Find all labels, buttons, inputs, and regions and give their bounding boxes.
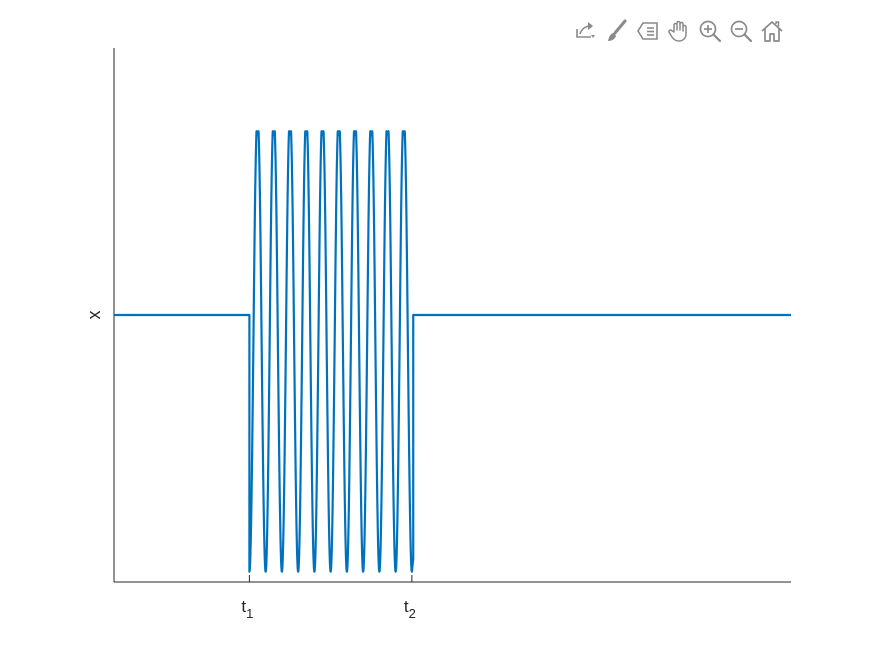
zoom-out-icon [730,20,753,43]
zoom-in-icon [699,20,722,43]
datatip-button[interactable] [634,17,662,45]
zoom-in-button[interactable] [696,17,724,45]
export-button[interactable] [572,17,600,45]
export-icon [576,22,595,38]
x-ticks: t1 t2 [241,575,416,621]
pan-hand-icon [668,20,687,42]
y-axis-label: x [84,311,104,320]
datatip-icon [637,22,658,40]
zoom-out-button[interactable] [727,17,755,45]
home-icon [761,21,783,42]
axes-toolbar [572,17,786,45]
axes: t1 t2 x [84,48,791,621]
x-tick-label-2: t2 [404,597,416,621]
home-button[interactable] [758,17,786,45]
x-tick-label-1: t1 [241,597,253,621]
brush-icon [608,19,627,41]
signal-line [114,130,791,573]
pan-button[interactable] [665,17,693,45]
brush-button[interactable] [603,17,631,45]
